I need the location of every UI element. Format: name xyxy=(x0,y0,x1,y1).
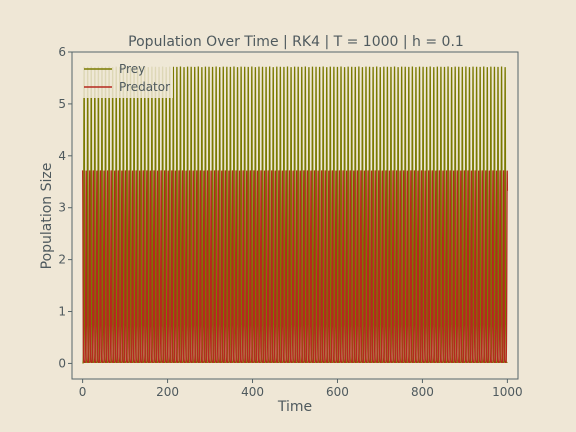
chart-title: Population Over Time | RK4 | T = 1000 | … xyxy=(128,34,464,50)
x-tick-label: 200 xyxy=(156,385,179,399)
y-tick-label: 6 xyxy=(58,45,66,59)
legend-box xyxy=(77,58,173,98)
x-tick-label: 800 xyxy=(411,385,434,399)
predator-series-line xyxy=(81,170,509,364)
y-tick-label: 2 xyxy=(58,253,66,267)
y-axis-label: Population Size xyxy=(39,163,55,270)
y-tick-label: 4 xyxy=(58,149,66,163)
x-axis-ticks: 0 200 400 600 800 1000 xyxy=(79,379,523,399)
x-tick-label: 600 xyxy=(326,385,349,399)
y-axis-ticks: 0 1 2 3 4 5 6 xyxy=(58,45,72,370)
y-tick-label: 0 xyxy=(58,356,66,370)
x-tick-label: 400 xyxy=(241,385,264,399)
x-tick-label: 0 xyxy=(79,385,87,399)
y-tick-label: 3 xyxy=(58,201,66,215)
legend-prey-label: Prey xyxy=(119,62,145,76)
y-tick-label: 1 xyxy=(58,305,66,319)
legend: Prey Predator xyxy=(77,58,173,98)
axes-frame xyxy=(71,51,519,380)
y-tick-label: 5 xyxy=(58,97,66,111)
x-tick-label: 1000 xyxy=(492,385,523,399)
x-axis-label: Time xyxy=(277,399,312,415)
legend-predator-label: Predator xyxy=(119,80,170,94)
